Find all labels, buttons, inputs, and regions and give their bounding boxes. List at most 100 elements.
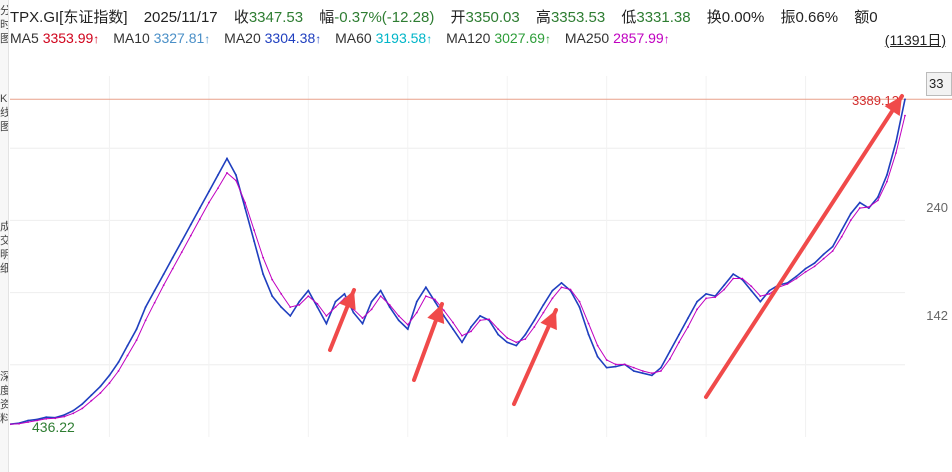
data-point <box>189 234 192 237</box>
close-label: 收 <box>233 9 249 26</box>
data-point <box>424 295 427 298</box>
min-price-annotation: 436.22 <box>32 419 75 435</box>
data-point <box>858 201 861 204</box>
data-point <box>108 374 111 377</box>
data-point <box>831 245 834 248</box>
period-count-button[interactable]: (11391日) <box>884 32 946 48</box>
data-point <box>72 412 75 415</box>
low-value: 3331.38 <box>636 9 691 26</box>
data-point <box>641 370 644 372</box>
data-point <box>379 289 382 292</box>
data-point <box>470 326 472 328</box>
turnover-label: 换 <box>706 9 722 26</box>
data-point <box>397 319 400 322</box>
data-point <box>678 333 680 336</box>
data-point <box>180 251 183 253</box>
data-point <box>551 289 554 292</box>
ma120-item: MA120 3027.69↑ <box>446 30 551 46</box>
data-point <box>488 318 491 321</box>
data-point <box>614 363 617 366</box>
open-value: 3350.03 <box>465 9 520 26</box>
data-point <box>578 306 581 309</box>
data-point <box>732 277 735 280</box>
data-point <box>316 306 319 309</box>
data-point <box>325 315 328 317</box>
ma10-value: 3327.81 <box>153 30 205 46</box>
data-point <box>415 311 418 314</box>
data-point <box>596 344 599 347</box>
data-point <box>298 300 301 303</box>
data-point <box>470 330 472 333</box>
data-point <box>343 293 346 295</box>
data-point <box>858 207 861 209</box>
sidebar-tab-depth[interactable]: 深度资料 <box>0 371 8 425</box>
ma5-label: MA5 <box>10 30 39 46</box>
low-label: 低 <box>621 9 637 26</box>
quote-header: TPX.GI[东证指数] 2025/11/17 收3347.53 幅-0.37%… <box>10 6 952 28</box>
data-point <box>307 289 310 292</box>
data-point <box>262 256 265 259</box>
data-point <box>678 341 680 344</box>
high-label: 高 <box>535 9 551 26</box>
turnover-value: 0.00% <box>721 9 765 26</box>
data-point <box>90 399 93 402</box>
ma60-arrow-icon: ↑ <box>426 32 433 46</box>
data-point <box>352 311 355 314</box>
left-sidebar: 分时图 K线图 成交明细 深度资料 <box>0 0 9 472</box>
ma20-item: MA20 3304.38↑ <box>224 30 321 46</box>
data-point <box>533 326 536 328</box>
data-point <box>461 341 463 344</box>
data-point <box>714 296 717 299</box>
data-point <box>560 282 563 284</box>
price-chart[interactable]: 240 142 3389.12 436.22 <box>9 52 952 462</box>
data-point <box>768 289 771 292</box>
data-point <box>397 315 400 317</box>
ma10-arrow-icon: ↑ <box>204 32 211 46</box>
data-point <box>433 298 436 301</box>
data-point <box>660 370 662 372</box>
data-point <box>298 304 301 306</box>
data-point <box>542 304 545 306</box>
ma250-label: MA250 <box>564 30 610 46</box>
ma20-arrow-icon: ↑ <box>315 32 322 46</box>
data-point <box>253 229 255 231</box>
data-point <box>198 207 201 209</box>
data-point <box>262 273 265 276</box>
data-point <box>162 284 165 287</box>
amplitude-value: 0.66% <box>795 9 839 26</box>
data-point <box>325 322 328 325</box>
data-point <box>578 300 581 303</box>
data-point <box>687 317 689 320</box>
ma120-arrow-icon: ↑ <box>544 32 551 46</box>
ma250-value: 2857.99 <box>613 30 664 46</box>
ma20-label: MA20 <box>224 30 261 46</box>
data-point <box>813 262 816 265</box>
data-point <box>126 354 129 357</box>
data-point <box>162 273 165 276</box>
data-point <box>795 277 798 280</box>
data-point <box>750 289 753 292</box>
data-point <box>786 283 789 285</box>
sidebar-tab-trades[interactable]: 成交明细 <box>0 221 8 275</box>
data-point <box>27 419 29 422</box>
high-value: 3353.53 <box>550 9 606 26</box>
change-value: -0.37%(-12.28) <box>334 9 435 26</box>
data-point <box>479 315 482 317</box>
data-point <box>307 295 310 298</box>
ma10-item: MA10 3327.81↑ <box>113 30 210 46</box>
data-point <box>72 409 75 412</box>
data-point <box>768 293 771 295</box>
data-point <box>596 355 599 358</box>
data-point <box>135 328 138 331</box>
ma60-value: 3193.58 <box>375 30 427 46</box>
data-point <box>144 306 147 309</box>
max-price-annotation: 3389.12 <box>852 93 899 108</box>
data-point <box>406 323 409 326</box>
data-point <box>876 199 879 202</box>
data-point <box>542 311 545 314</box>
data-point <box>886 174 888 176</box>
data-point <box>45 417 48 420</box>
sidebar-tab-kline[interactable]: K线图 <box>0 93 8 133</box>
sidebar-tab-timeshare[interactable]: 分时图 <box>0 5 8 45</box>
data-point <box>361 317 364 320</box>
